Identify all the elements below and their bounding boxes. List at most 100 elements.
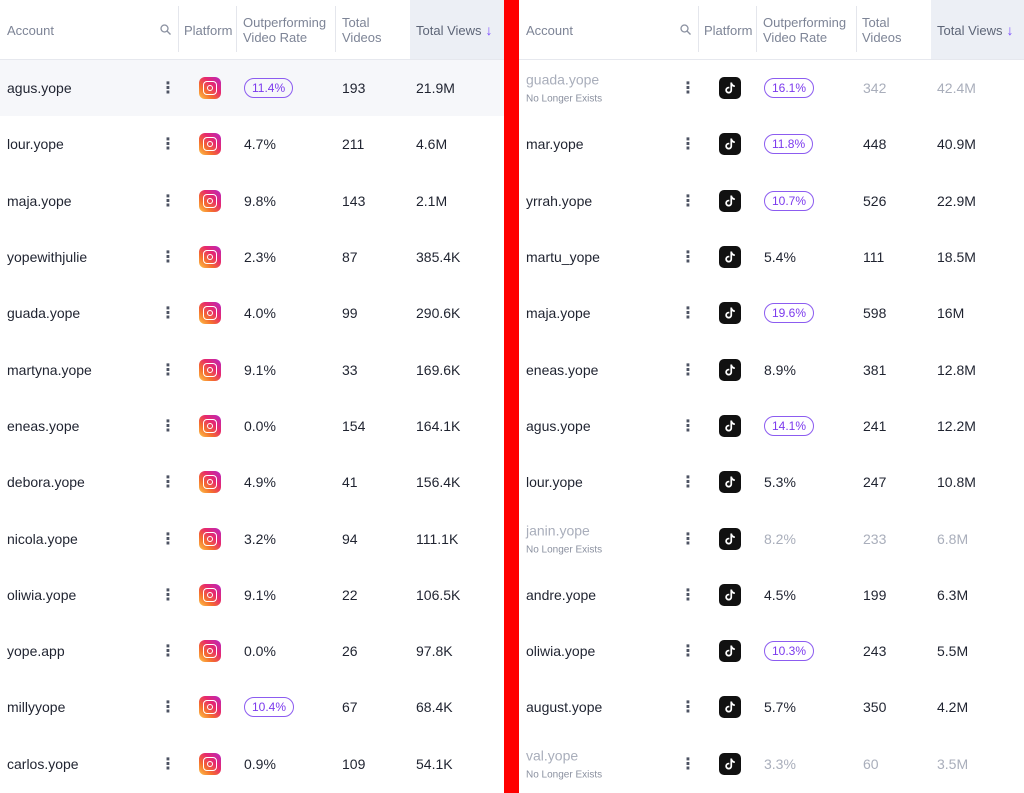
account-name[interactable]: agus.yope xyxy=(7,80,72,97)
header-platform[interactable]: Platform xyxy=(704,0,756,59)
more-vertical-icon[interactable]: ⋮ xyxy=(680,699,696,717)
account-name[interactable]: eneas.yope xyxy=(7,417,80,434)
table-row[interactable]: val.yope No Longer Exists ⋮ 3.3% 60 3.5M xyxy=(519,736,1024,792)
table-row[interactable]: eneas.yope ⋮ 8.9% 381 12.8M xyxy=(519,341,1024,397)
header-account[interactable]: Account xyxy=(526,0,676,59)
rate-cell: 0.0% xyxy=(244,643,276,659)
total-views: 3.5M xyxy=(937,755,969,772)
more-vertical-icon[interactable]: ⋮ xyxy=(680,643,696,661)
table-row[interactable]: lour.yope ⋮ 5.3% 247 10.8M xyxy=(519,454,1024,510)
account-name[interactable]: martu_yope xyxy=(526,249,600,266)
more-vertical-icon[interactable]: ⋮ xyxy=(680,417,696,435)
account-name[interactable]: mar.yope xyxy=(526,136,584,153)
more-vertical-icon[interactable]: ⋮ xyxy=(160,474,176,492)
more-vertical-icon[interactable]: ⋮ xyxy=(160,249,176,267)
account-name[interactable]: martyna.yope xyxy=(7,361,92,378)
tiktok-icon xyxy=(719,640,741,663)
more-vertical-icon[interactable]: ⋮ xyxy=(680,586,696,604)
header-total-views[interactable]: Total Views ↓ xyxy=(931,0,1024,59)
table-row[interactable]: guada.yope No Longer Exists ⋮ 16.1% 342 42.4M xyxy=(519,60,1024,116)
more-vertical-icon[interactable]: ⋮ xyxy=(680,305,696,323)
more-vertical-icon[interactable]: ⋮ xyxy=(160,361,176,379)
more-vertical-icon[interactable]: ⋮ xyxy=(680,136,696,154)
table-row[interactable]: mar.yope ⋮ 11.8% 448 40.9M xyxy=(519,116,1024,172)
account-name[interactable]: yrrah.yope xyxy=(526,192,593,209)
table-row[interactable]: yopewithjulie ⋮ 2.3% 87 385.4K xyxy=(0,229,504,285)
account-name[interactable]: eneas.yope xyxy=(526,361,599,378)
table-row[interactable]: agus.yope ⋮ 14.1% 241 12.2M xyxy=(519,398,1024,454)
account-name[interactable]: oliwia.yope xyxy=(526,643,596,660)
header-outperforming-rate[interactable]: Outperforming Video Rate xyxy=(763,0,855,59)
table-row[interactable]: oliwia.yope ⋮ 10.3% 243 5.5M xyxy=(519,623,1024,679)
tiktok-icon xyxy=(719,246,741,269)
more-vertical-icon[interactable]: ⋮ xyxy=(160,192,176,210)
account-name[interactable]: lour.yope xyxy=(526,474,583,491)
table-row[interactable]: debora.yope ⋮ 4.9% 41 156.4K xyxy=(0,454,504,510)
more-vertical-icon[interactable]: ⋮ xyxy=(680,80,696,98)
header-platform[interactable]: Platform xyxy=(184,0,236,59)
search-icon[interactable] xyxy=(680,24,691,35)
more-vertical-icon[interactable]: ⋮ xyxy=(160,80,176,98)
table-row[interactable]: yope.app ⋮ 0.0% 26 97.8K xyxy=(0,623,504,679)
account-cell: nicola.yope xyxy=(7,531,78,547)
table-row[interactable]: agus.yope ⋮ 11.4% 193 21.9M xyxy=(0,60,504,117)
header-total-views[interactable]: Total Views ↓ xyxy=(410,0,504,59)
more-vertical-icon[interactable]: ⋮ xyxy=(160,586,176,604)
table-row[interactable]: maja.yope ⋮ 9.8% 143 2.1M xyxy=(0,173,504,229)
header-total-videos[interactable]: Total Videos xyxy=(342,0,410,59)
table-row[interactable]: martyna.yope ⋮ 9.1% 33 169.6K xyxy=(0,341,504,397)
account-name[interactable]: agus.yope xyxy=(526,417,591,434)
header-account[interactable]: Account xyxy=(7,0,157,59)
tiktok-icon xyxy=(719,358,741,381)
table-row[interactable]: august.yope ⋮ 5.7% 350 4.2M xyxy=(519,679,1024,735)
account-name[interactable]: carlos.yope xyxy=(7,755,79,772)
more-vertical-icon[interactable]: ⋮ xyxy=(160,530,176,548)
account-name[interactable]: guada.yope xyxy=(7,305,81,322)
more-vertical-icon[interactable]: ⋮ xyxy=(680,755,696,773)
table-row[interactable]: millyyope ⋮ 10.4% 67 68.4K xyxy=(0,679,504,735)
header-outperforming-rate[interactable]: Outperforming Video Rate xyxy=(243,0,335,59)
more-vertical-icon[interactable]: ⋮ xyxy=(160,136,176,154)
table-row[interactable]: lour.yope ⋮ 4.7% 211 4.6M xyxy=(0,116,504,172)
red-divider xyxy=(504,0,519,793)
more-vertical-icon[interactable]: ⋮ xyxy=(160,755,176,773)
more-vertical-icon[interactable]: ⋮ xyxy=(160,699,176,717)
more-vertical-icon[interactable]: ⋮ xyxy=(680,361,696,379)
account-name[interactable]: debora.yope xyxy=(7,474,85,491)
more-vertical-icon[interactable]: ⋮ xyxy=(160,305,176,323)
search-icon[interactable] xyxy=(160,24,171,35)
more-vertical-icon[interactable]: ⋮ xyxy=(160,643,176,661)
account-name[interactable]: oliwia.yope xyxy=(7,586,77,603)
account-name[interactable]: guada.yope xyxy=(526,71,600,88)
account-name[interactable]: yopewithjulie xyxy=(7,249,88,266)
rate-cell: 9.1% xyxy=(244,362,276,378)
total-views: 5.5M xyxy=(937,643,969,660)
more-vertical-icon[interactable]: ⋮ xyxy=(680,474,696,492)
table-row[interactable]: andre.yope ⋮ 4.5% 199 6.3M xyxy=(519,567,1024,623)
more-vertical-icon[interactable]: ⋮ xyxy=(680,530,696,548)
account-name[interactable]: andre.yope xyxy=(526,586,597,603)
table-row[interactable]: janin.yope No Longer Exists ⋮ 8.2% 233 6.8M xyxy=(519,510,1024,566)
table-row[interactable]: eneas.yope ⋮ 0.0% 154 164.1K xyxy=(0,398,504,454)
account-name[interactable]: yope.app xyxy=(7,643,65,660)
account-name[interactable]: val.yope xyxy=(526,747,579,764)
table-row[interactable]: maja.yope ⋮ 19.6% 598 16M xyxy=(519,285,1024,341)
more-vertical-icon[interactable]: ⋮ xyxy=(680,249,696,267)
rate-cell: 10.7% xyxy=(764,190,815,211)
account-name[interactable]: august.yope xyxy=(526,699,603,716)
account-name[interactable]: lour.yope xyxy=(7,136,64,153)
table-row[interactable]: nicola.yope ⋮ 3.2% 94 111.1K xyxy=(0,510,504,566)
table-row[interactable]: martu_yope ⋮ 5.4% 111 18.5M xyxy=(519,229,1024,285)
table-row[interactable]: yrrah.yope ⋮ 10.7% 526 22.9M xyxy=(519,173,1024,229)
table-row[interactable]: carlos.yope ⋮ 0.9% 109 54.1K xyxy=(0,736,504,792)
account-name[interactable]: millyyope xyxy=(7,699,66,716)
more-vertical-icon[interactable]: ⋮ xyxy=(160,417,176,435)
header-total-videos[interactable]: Total Videos xyxy=(862,0,930,59)
account-name[interactable]: janin.yope xyxy=(526,522,590,539)
account-name[interactable]: nicola.yope xyxy=(7,530,78,547)
account-name[interactable]: maja.yope xyxy=(526,305,591,322)
table-row[interactable]: guada.yope ⋮ 4.0% 99 290.6K xyxy=(0,285,504,341)
table-row[interactable]: oliwia.yope ⋮ 9.1% 22 106.5K xyxy=(0,567,504,623)
more-vertical-icon[interactable]: ⋮ xyxy=(680,192,696,210)
account-name[interactable]: maja.yope xyxy=(7,192,72,209)
